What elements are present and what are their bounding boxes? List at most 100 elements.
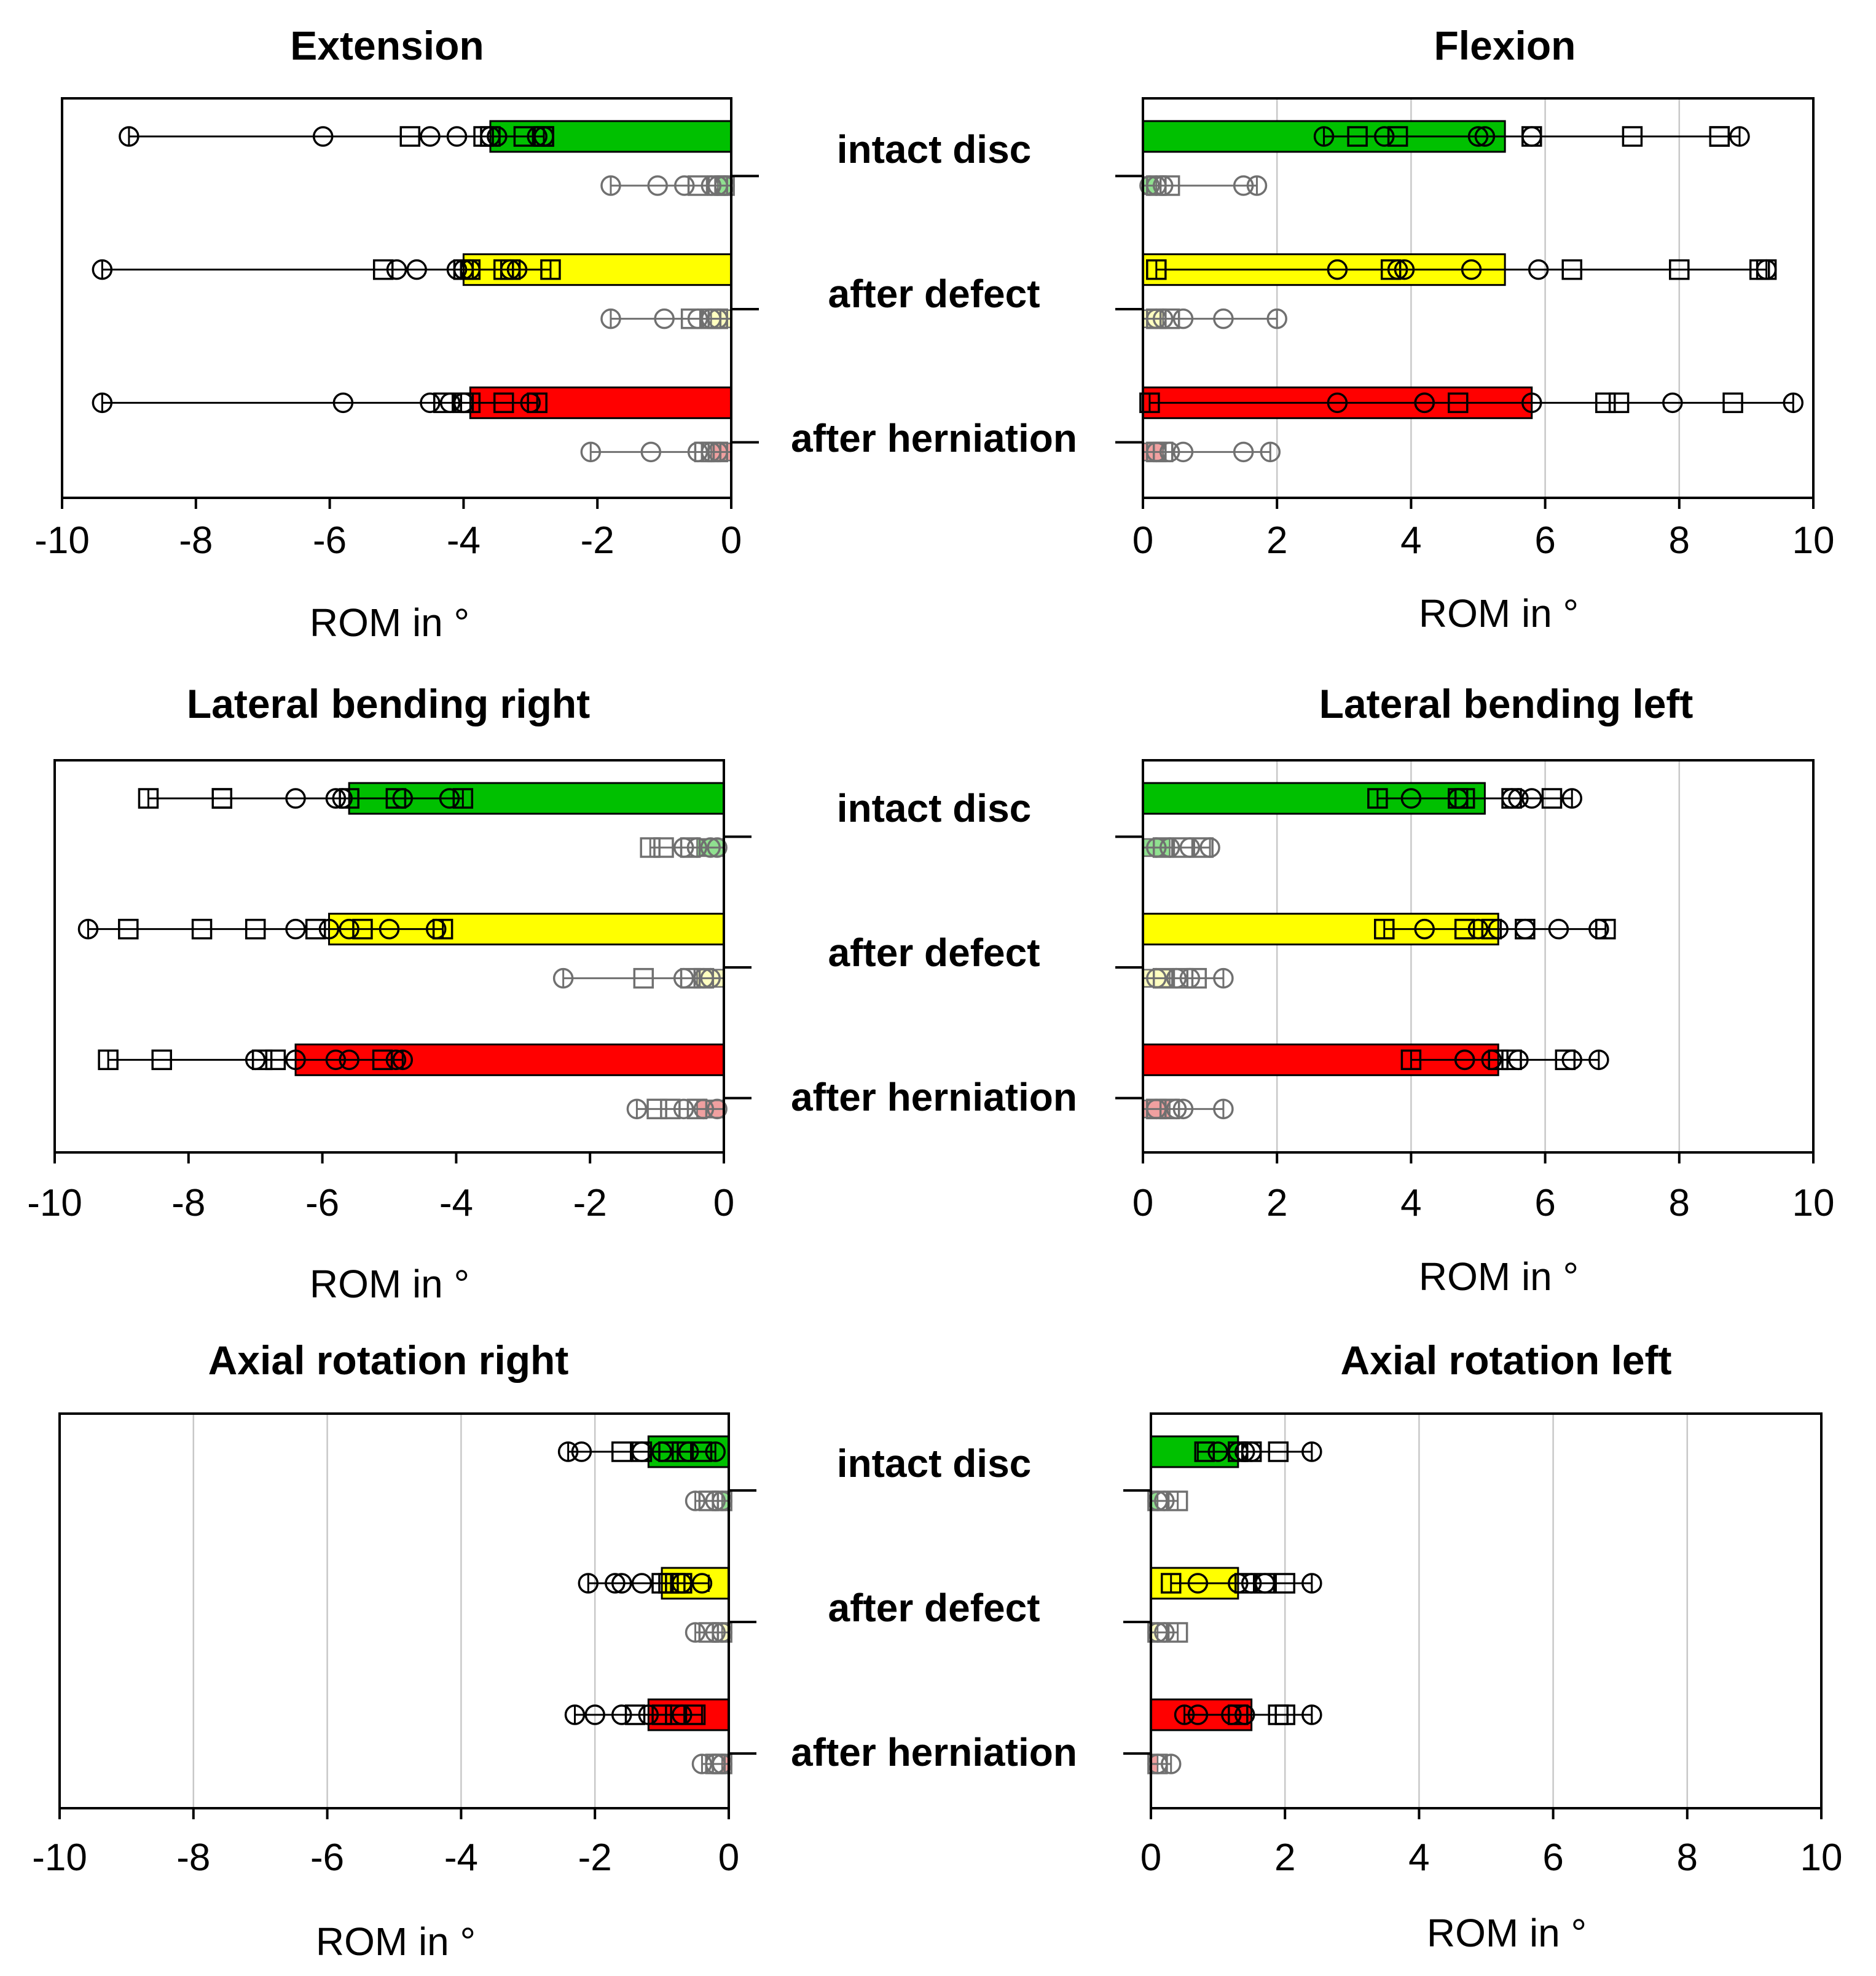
- flexion-after-herniation-circle-point-2-ring: [1414, 392, 1435, 414]
- lateral-bending-left-x-tick-label-2: 4: [1400, 1182, 1421, 1224]
- lateral-bending-left-after-herniation-coupled-circle-3: [1213, 1098, 1234, 1120]
- axial-rotation-left-plot-frame: [1150, 1412, 1823, 1809]
- lateral-bending-right-x-tick-label-4: -2: [573, 1182, 607, 1224]
- flexion-after-herniation-coupled-square-1: [1152, 441, 1174, 463]
- extension-intact-disc-coupled-circle-2: [674, 175, 695, 196]
- extension-x-tick-label-2: -6: [313, 519, 347, 562]
- axial-rotation-left-intact-disc-square-point-1: [1228, 1441, 1249, 1462]
- flexion-after-defect-square-point-1: [1380, 259, 1402, 280]
- extension-after-herniation-circle-point-1-ring: [332, 392, 354, 414]
- extension-intact-disc-square-point-5: [533, 126, 554, 147]
- axial-rotation-right-after-defect-coupled-circle-0: [685, 1622, 706, 1643]
- lateral-bending-left-intact-disc-coupled-square-1: [1172, 837, 1194, 858]
- axial-rotation-right-after-herniation-square-point-3: [685, 1704, 706, 1725]
- extension-after-defect-circle-point-1: [386, 259, 407, 280]
- lateral-bending-right-after-herniation-square-point-1: [151, 1049, 172, 1071]
- lateral-bending-right-after-defect-bar: [328, 913, 725, 946]
- axial-rotation-right-after-herniation-coupled-square-1: [712, 1754, 732, 1774]
- axial-rotation-right-after-herniation-circle-point-3-ring: [638, 1704, 659, 1725]
- axial-rotation-left-x-tick-label-1: 2: [1274, 1836, 1295, 1879]
- axial-rotation-right-after-herniation-square-point-0: [624, 1704, 646, 1725]
- panel-title-lateral-bending-left: Lateral bending left: [1319, 681, 1694, 726]
- axial-rotation-right-after-defect-circle-point-5: [691, 1573, 713, 1594]
- axial-rotation-right-after-defect-square-point-3: [672, 1573, 693, 1594]
- axial-rotation-right-after-herniation-coupled-circle-0-ring: [691, 1754, 713, 1774]
- flexion-after-herniation-circle-point-4: [1662, 392, 1683, 414]
- category-label-intact-disc-row1: intact disc: [837, 127, 1032, 171]
- extension-intact-disc-circle-point-0: [119, 126, 139, 147]
- axial-rotation-left-intact-disc-square-point-2: [1241, 1441, 1262, 1462]
- axial-rotation-left-after-herniation-circle-point-4: [1301, 1704, 1322, 1725]
- lateral-bending-right-after-herniation-coupled-square-1: [660, 1098, 681, 1120]
- axial-rotation-right-after-defect-circle-point-3: [631, 1573, 653, 1594]
- lateral-bending-right-after-herniation-coupled-circle-0: [626, 1098, 648, 1120]
- extension-intact-disc-circle-point-2-ring: [420, 126, 441, 147]
- axial-rotation-left-after-defect-square-point-2: [1254, 1573, 1276, 1594]
- flexion-after-defect-circle-point-4: [1528, 259, 1549, 280]
- lateral-bending-right-after-herniation-square-point-4: [372, 1049, 393, 1071]
- extension-x-tick-label-4: -2: [581, 519, 614, 562]
- lateral-bending-right-after-defect-circle-point-4: [379, 918, 400, 940]
- lateral-bending-right-intact-disc-circle-point-0: [285, 788, 306, 809]
- axial-rotation-right-x-tick-label-4: -2: [578, 1836, 612, 1879]
- flexion-intact-disc-circle-point-3-ring: [1474, 126, 1496, 147]
- flexion-intact-disc-circle-point-0: [1313, 126, 1335, 147]
- lateral-bending-right-after-herniation-square-point-0: [98, 1049, 119, 1071]
- x-axis-label-axial-rotation-left: ROM in °: [1427, 1911, 1587, 1955]
- panel-title-axial-rotation-left: Axial rotation left: [1340, 1337, 1671, 1383]
- axial-rotation-left-after-defect-square-point-3: [1274, 1573, 1295, 1594]
- extension-intact-disc-coupled-circle-0-ring: [600, 175, 621, 196]
- lateral-bending-right-intact-disc-coupled-square-0: [640, 837, 661, 858]
- lateral-bending-right-after-defect-circle-point-3: [339, 918, 359, 940]
- flexion-after-defect-circle-point-0: [1327, 259, 1348, 280]
- extension-after-defect-coupled-circle-0-ring: [600, 308, 621, 329]
- axial-rotation-right-intact-disc-circle-point-0: [557, 1441, 579, 1462]
- extension-x-tick-label-5: 0: [721, 519, 742, 562]
- extension-intact-disc-circle-point-3: [446, 126, 468, 147]
- lateral-bending-left-intact-disc-square-point-2: [1454, 788, 1475, 809]
- flexion-x-tick-label-2: 4: [1400, 519, 1421, 562]
- axial-rotation-left-after-herniation-circle-point-0: [1174, 1704, 1195, 1725]
- panel-title-lateral-bending-right: Lateral bending right: [187, 681, 590, 726]
- extension-after-defect-coupled-circle-1-ring: [654, 308, 675, 329]
- extension-after-defect-square-point-0: [372, 259, 394, 280]
- panel-title-axial-rotation-right: Axial rotation right: [208, 1337, 569, 1383]
- lateral-bending-right-intact-disc-square-point-4: [385, 788, 407, 809]
- axial-rotation-right-intact-disc-circle-point-1: [571, 1441, 592, 1462]
- axial-rotation-right-intact-disc-coupled-square-0: [698, 1490, 720, 1511]
- axial-rotation-left-intact-disc-square-point-0: [1194, 1441, 1215, 1462]
- axial-rotation-left-after-defect-coupled-square-0: [1147, 1622, 1168, 1643]
- flexion-x-tick-label-5: 10: [1792, 519, 1835, 562]
- lateral-bending-left-x-tick-label-1: 2: [1266, 1182, 1287, 1224]
- category-label-intact-disc-row2: intact disc: [837, 786, 1032, 830]
- lateral-bending-left-intact-disc-circle-point-4: [1521, 788, 1542, 809]
- axial-rotation-right-after-defect-circle-point-5-ring: [691, 1573, 713, 1594]
- axial-rotation-right-intact-disc-square-point-2: [658, 1441, 679, 1462]
- axial-rotation-right-after-herniation-circle-point-2-ring: [611, 1704, 632, 1725]
- lateral-bending-right-after-herniation-circle-point-2: [325, 1049, 347, 1071]
- axial-rotation-right-intact-disc-coupled-circle-0: [685, 1490, 706, 1511]
- lateral-bending-left-after-defect-circle-point-1-ring: [1467, 918, 1489, 940]
- flexion-after-defect-circle-point-0-ring: [1327, 259, 1348, 280]
- lateral-bending-left-after-defect-circle-point-4-ring: [1548, 918, 1569, 940]
- extension-after-defect-circle-point-0: [92, 259, 113, 280]
- lateral-bending-right-after-herniation-circle-point-1: [285, 1049, 306, 1071]
- flexion-after-defect-square-point-0: [1146, 259, 1167, 280]
- extension-after-defect-square-point-2: [460, 259, 481, 280]
- lateral-bending-right-after-herniation-coupled-circle-3: [707, 1098, 728, 1120]
- axial-rotation-left-after-herniation-circle-point-4-ring: [1301, 1704, 1322, 1725]
- extension-after-herniation-coupled-circle-1-ring: [640, 441, 662, 463]
- lateral-bending-right-after-defect-circle-point-1: [285, 918, 306, 940]
- axial-rotation-left-after-herniation-coupled-circle-1: [1160, 1754, 1182, 1774]
- lateral-bending-right-intact-disc-square-point-5: [452, 788, 474, 809]
- category-label-intact-disc-row3: intact disc: [837, 1441, 1032, 1486]
- lateral-bending-right-after-herniation-coupled-square-0: [646, 1098, 667, 1120]
- lateral-bending-right-after-defect-coupled-circle-0: [552, 967, 574, 989]
- lateral-bending-left-after-defect-coupled-circle-3-ring: [1213, 967, 1234, 989]
- x-axis-label-axial-rotation-right: ROM in °: [316, 1919, 476, 1964]
- lateral-bending-left-intact-disc-square-point-4: [1541, 788, 1563, 809]
- extension-after-herniation-coupled-circle-1: [640, 441, 662, 463]
- lateral-bending-right-intact-disc-circle-point-4: [439, 788, 460, 809]
- lateral-bending-right-intact-disc-square-point-2: [211, 788, 232, 809]
- extension-after-herniation-square-point-0: [433, 392, 454, 414]
